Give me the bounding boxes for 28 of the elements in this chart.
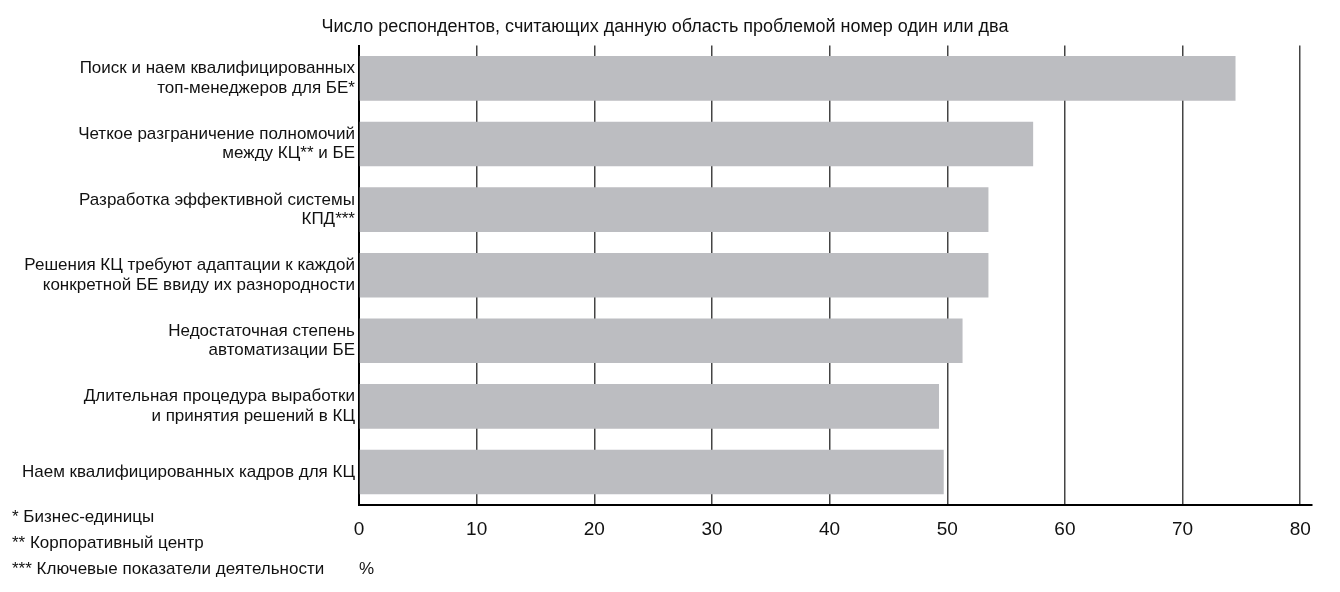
y-tick-label: Недостаточная степень автоматизации БЕ <box>168 320 356 360</box>
chart-title: Число респондентов, считающих данную область проблемой номер один или два <box>321 15 1010 36</box>
text: *** Ключевые показатели деятельности <box>12 558 325 580</box>
x-tick-label: 0 <box>353 518 365 540</box>
text: * Бизнес-единицы <box>12 506 156 528</box>
bar <box>359 384 940 429</box>
bar <box>359 252 989 298</box>
bar <box>359 56 1236 101</box>
y-tick-label: Поиск и наем квалифицированных топ-менеджеров для БЕ* <box>79 58 356 97</box>
y-tick-label: Наем квалифицированных кадров для КЦ <box>21 461 356 481</box>
y-tick-label: Длительная процедура выработки и принятия решений в КЦ <box>83 386 356 425</box>
y-tick-label: Четкое разграничение полномочий между КЦ** и БЕ <box>78 123 355 163</box>
x-tick-label: 40 <box>819 518 841 540</box>
x-tick-label: 70 <box>1172 518 1194 540</box>
x-tick-label: 60 <box>1054 518 1076 540</box>
bar <box>359 187 989 232</box>
bar <box>359 121 1034 167</box>
x-axis-title: % <box>358 559 375 579</box>
x-tick-label: 30 <box>701 518 723 540</box>
y-tick-label: Разработка эффективной системы КПД*** <box>79 189 356 229</box>
bar <box>359 449 944 495</box>
x-tick-label: 50 <box>936 518 958 540</box>
text: ** Корпоративный центр <box>12 532 205 554</box>
bar <box>359 318 963 364</box>
x-tick-label: 10 <box>466 518 488 540</box>
y-tick-label: Решения КЦ требуют адаптации к каждой конкретной БЕ ввиду их разнородности <box>24 255 355 294</box>
x-tick-label: 80 <box>1289 518 1311 540</box>
x-tick-label: 20 <box>583 518 605 540</box>
